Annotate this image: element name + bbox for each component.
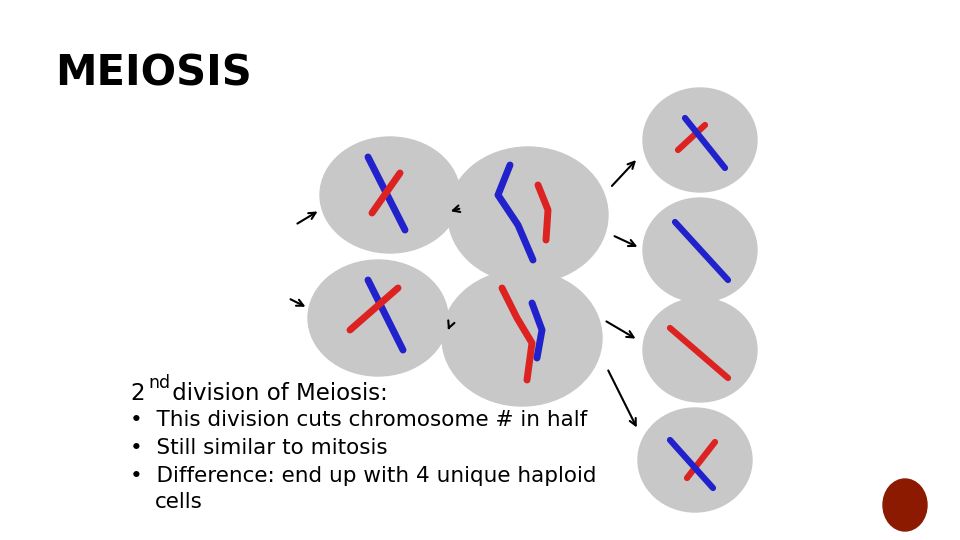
Ellipse shape [643, 88, 757, 192]
Text: •  Still similar to mitosis: • Still similar to mitosis [130, 438, 388, 458]
Text: MEIOSIS: MEIOSIS [55, 52, 252, 94]
Ellipse shape [448, 147, 608, 283]
Text: division of Meiosis:: division of Meiosis: [165, 382, 388, 405]
Ellipse shape [643, 198, 757, 302]
Text: nd: nd [148, 374, 170, 392]
Ellipse shape [638, 408, 752, 512]
Ellipse shape [883, 479, 927, 531]
Ellipse shape [308, 260, 448, 376]
Ellipse shape [442, 270, 602, 406]
Text: •  This division cuts chromosome # in half: • This division cuts chromosome # in hal… [130, 410, 588, 430]
Text: cells: cells [155, 492, 203, 512]
Text: 2: 2 [130, 382, 145, 405]
Text: •  Difference: end up with 4 unique haploid: • Difference: end up with 4 unique haplo… [130, 466, 596, 486]
Ellipse shape [320, 137, 460, 253]
Ellipse shape [643, 298, 757, 402]
